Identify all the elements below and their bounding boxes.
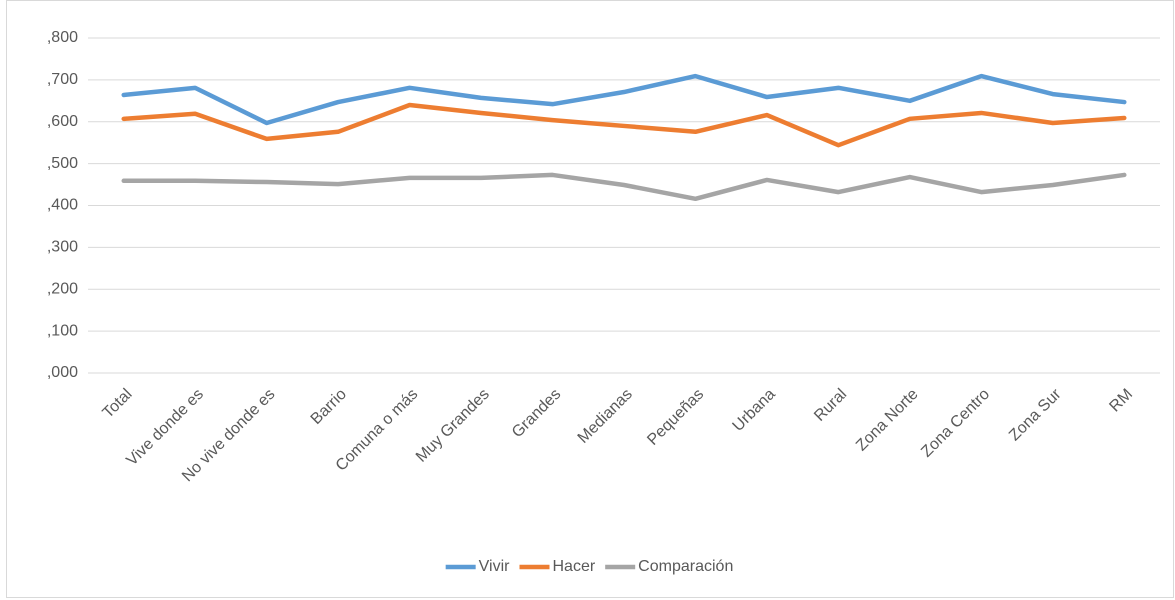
y-tick-label: ,500	[47, 155, 78, 172]
series-line	[121, 172, 1127, 202]
series-line	[121, 73, 1127, 126]
y-tick-label: ,700	[47, 71, 78, 88]
y-tick-label: ,000	[47, 364, 78, 381]
legend-item: Vivir	[445, 558, 510, 575]
y-tick-label: ,400	[47, 197, 78, 214]
legend-item: Hacer	[519, 558, 596, 575]
legend-label: Comparación	[638, 558, 733, 575]
y-tick-label: ,600	[47, 113, 78, 130]
y-tick-label: ,800	[47, 29, 78, 46]
y-tick-label: ,300	[47, 239, 78, 256]
legend-label: Hacer	[552, 558, 595, 575]
y-tick-label: ,200	[47, 280, 78, 297]
legend-label: Vivir	[479, 558, 510, 575]
y-tick-label: ,100	[47, 322, 78, 339]
series-line	[121, 102, 1127, 148]
legend-item: Comparación	[605, 558, 733, 575]
